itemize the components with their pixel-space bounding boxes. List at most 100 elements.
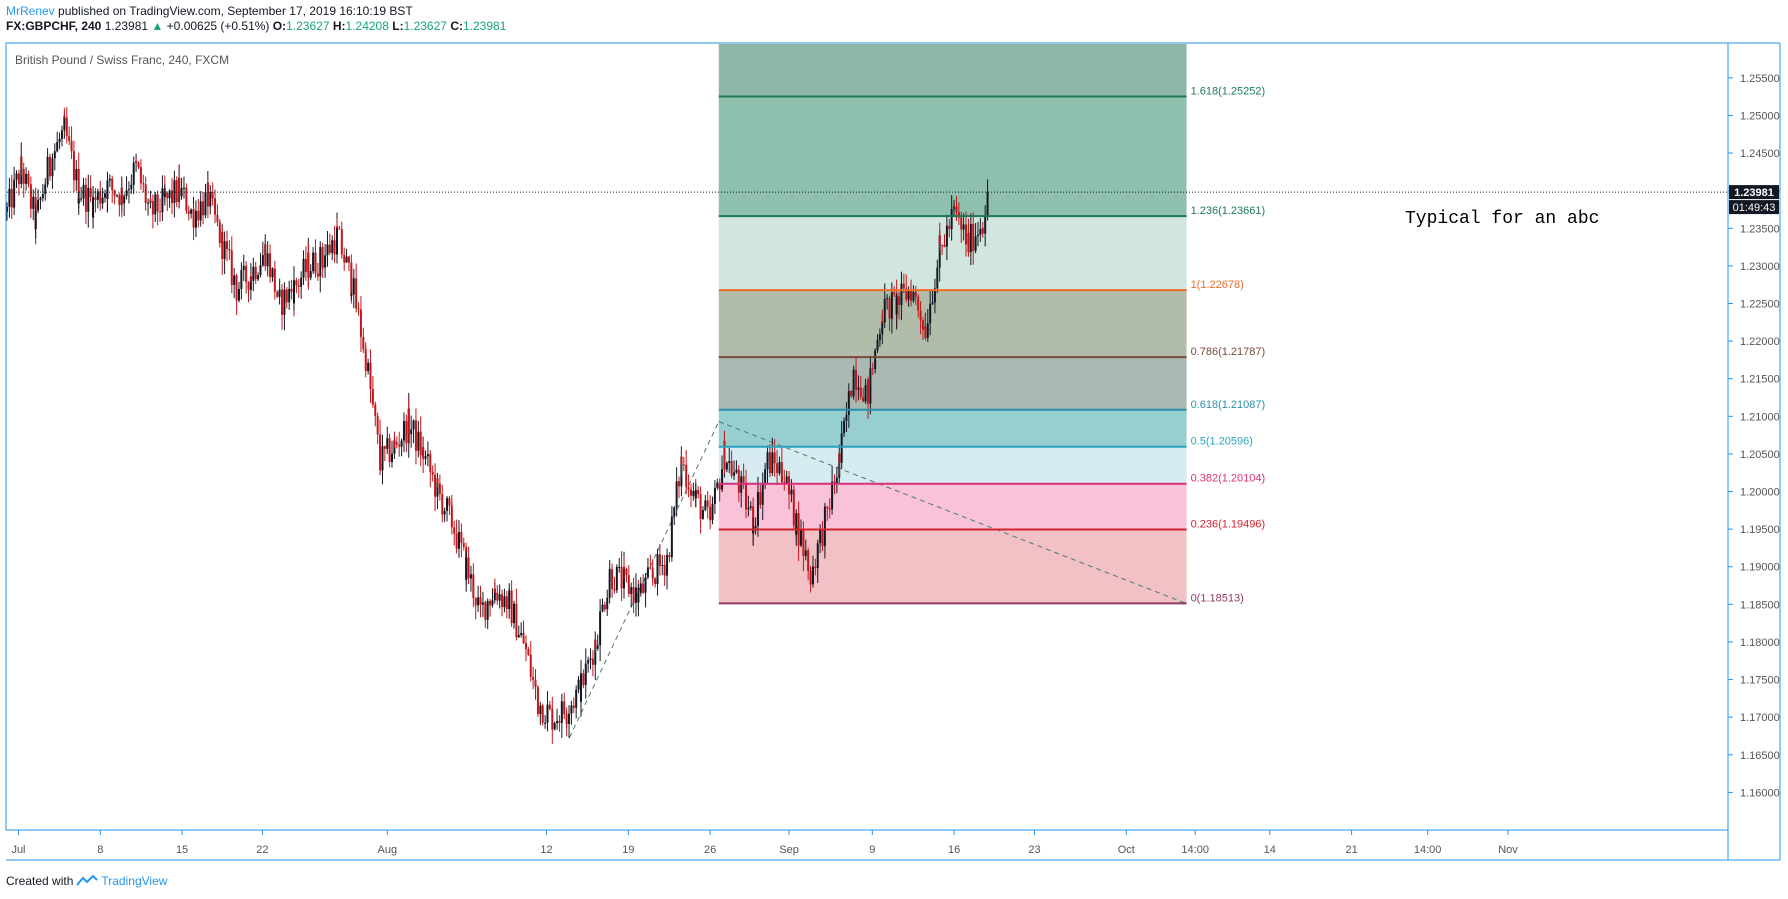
annotation-text[interactable]: Typical for an abc [1405,209,1599,229]
candle [453,527,456,534]
candle [778,462,781,474]
trend-line[interactable] [718,421,1187,605]
candle [694,489,697,499]
candle [63,116,66,131]
candle [49,168,52,177]
fib-zone [718,96,1187,217]
time-tick-label: 9 [869,844,875,856]
candle [847,391,850,415]
candle [302,258,305,278]
candle [826,506,829,509]
candle [936,267,939,289]
candle [577,679,580,690]
candle [443,510,446,515]
candle [29,184,32,209]
time-axis[interactable]: Jul 8 15 22 Aug 12 19 26 Sep 9 16 23 Oct 14:00 14 21 14:… [11,830,1518,856]
candle [802,529,805,556]
price-tick-label: 1.23500 [1740,223,1780,235]
candle [402,421,405,441]
candle [522,635,525,643]
candle [962,224,965,230]
candle [515,603,518,638]
price-tick-label: 1.18000 [1740,637,1780,649]
candle [654,578,657,585]
fib-level-label: 0.786(1.21787) [1191,346,1266,358]
author-link[interactable]: MrRenev [6,4,55,18]
candle [611,569,614,589]
candle [852,369,855,387]
candle [570,705,573,714]
candle [233,275,236,285]
candle [412,420,415,430]
candle [400,440,403,447]
candle [484,602,487,620]
price-axis[interactable]: 1.16000 1.16500 1.17000 1.17500 1.18000 1.185… [1728,73,1780,800]
candle [613,588,616,591]
candle [249,276,252,290]
candle [620,566,623,589]
candle [405,421,408,444]
candle [852,386,855,397]
candle [240,270,243,290]
candle [508,590,511,593]
candle [350,262,353,296]
candle [771,452,774,473]
candle [666,555,669,562]
candle [931,302,934,304]
candle [328,244,331,253]
candle [563,701,566,715]
candle [948,225,951,230]
candle [744,482,747,510]
candle [642,583,645,593]
fib-zone [718,529,1187,604]
candle [163,193,166,197]
price-tick-label: 1.16000 [1740,787,1780,799]
candle [809,570,812,585]
candle [658,554,661,567]
candle [661,564,664,567]
candle [840,433,843,463]
fib-zone [718,357,1187,410]
candle [924,326,927,339]
candle [618,566,621,568]
candle [548,704,551,709]
trend-lines [569,421,1187,738]
time-tick-label: Aug [377,844,397,856]
candle [48,156,51,169]
candle [701,510,704,519]
candle [395,442,398,445]
countdown-tag [1729,200,1779,215]
candle [713,487,716,504]
time-tick-label: 21 [1345,844,1357,856]
candle [178,177,181,197]
tradingview-link[interactable]: TradingView [101,874,168,888]
candle [536,687,539,702]
candle [108,178,111,181]
candle [391,453,394,462]
candle [335,226,338,255]
candle [752,528,755,534]
candle [704,500,707,511]
candle [386,438,389,449]
time-tick-label: 26 [704,844,716,856]
candle [173,180,176,204]
chart-title: British Pound / Swiss Franc, 240, FXCM [15,53,229,67]
candle [94,197,97,200]
candle [355,278,358,309]
candle [735,469,738,473]
candle [972,223,975,251]
candle [175,180,178,203]
candle [804,550,807,556]
candle [371,388,374,405]
price-tick-label: 1.20500 [1740,449,1780,461]
candle [709,508,712,521]
candle [553,723,556,730]
candle [393,439,396,443]
candle [773,452,776,464]
trend-line[interactable] [569,421,720,738]
candle [625,568,628,576]
candle [58,138,61,143]
time-tick-label: 14:00 [1414,844,1442,856]
candle [634,587,637,603]
